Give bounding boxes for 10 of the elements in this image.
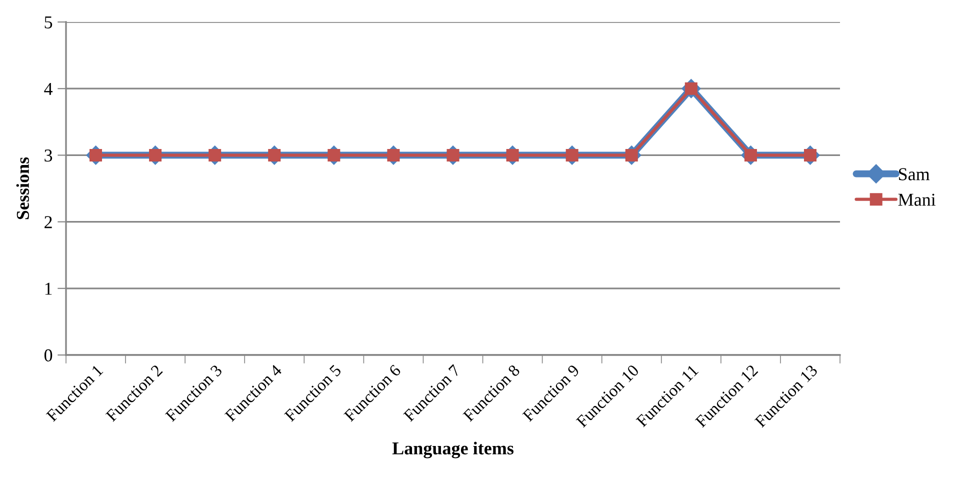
x-axis-title: Language items	[392, 442, 514, 458]
y-tick-label: 0	[44, 349, 52, 362]
y-axis-title: Sessions	[16, 157, 29, 220]
y-tick-label: 5	[44, 16, 52, 28]
y-tick-label: 2	[44, 216, 52, 228]
y-tick-label: 4	[44, 82, 53, 95]
y-tick-label: 3	[44, 150, 52, 162]
legend-label: Mani	[898, 194, 936, 206]
legend-label: Sam	[898, 168, 930, 180]
y-tick-label: 1	[45, 282, 52, 295]
